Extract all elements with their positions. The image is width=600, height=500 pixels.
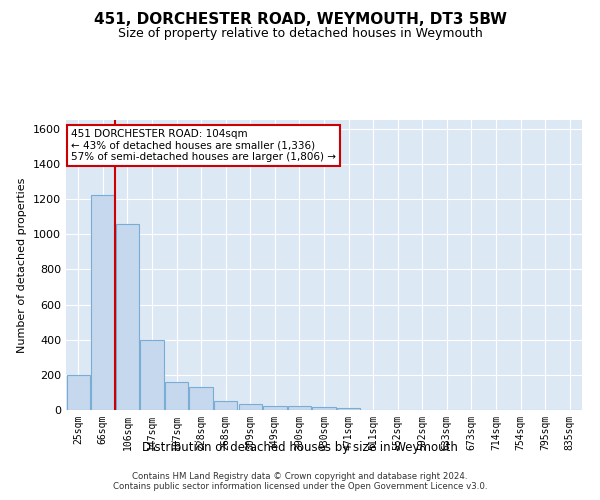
Bar	[313, 408, 335, 410]
Bar	[140, 340, 164, 410]
Text: 451, DORCHESTER ROAD, WEYMOUTH, DT3 5BW: 451, DORCHESTER ROAD, WEYMOUTH, DT3 5BW	[94, 12, 506, 28]
Bar	[67, 375, 90, 410]
Text: 451 DORCHESTER ROAD: 104sqm
← 43% of detached houses are smaller (1,336)
57% of : 451 DORCHESTER ROAD: 104sqm ← 43% of det…	[71, 128, 336, 162]
Bar	[337, 408, 360, 410]
Text: Contains public sector information licensed under the Open Government Licence v3: Contains public sector information licen…	[113, 482, 487, 491]
Bar	[190, 387, 213, 410]
Bar	[165, 382, 188, 410]
Bar	[288, 406, 311, 410]
Bar	[239, 404, 262, 410]
Text: Contains HM Land Registry data © Crown copyright and database right 2024.: Contains HM Land Registry data © Crown c…	[132, 472, 468, 481]
Y-axis label: Number of detached properties: Number of detached properties	[17, 178, 28, 352]
Bar	[91, 194, 115, 410]
Text: Distribution of detached houses by size in Weymouth: Distribution of detached houses by size …	[142, 441, 458, 454]
Bar	[116, 224, 139, 410]
Text: Size of property relative to detached houses in Weymouth: Size of property relative to detached ho…	[118, 28, 482, 40]
Bar	[263, 406, 287, 410]
Bar	[214, 401, 238, 410]
